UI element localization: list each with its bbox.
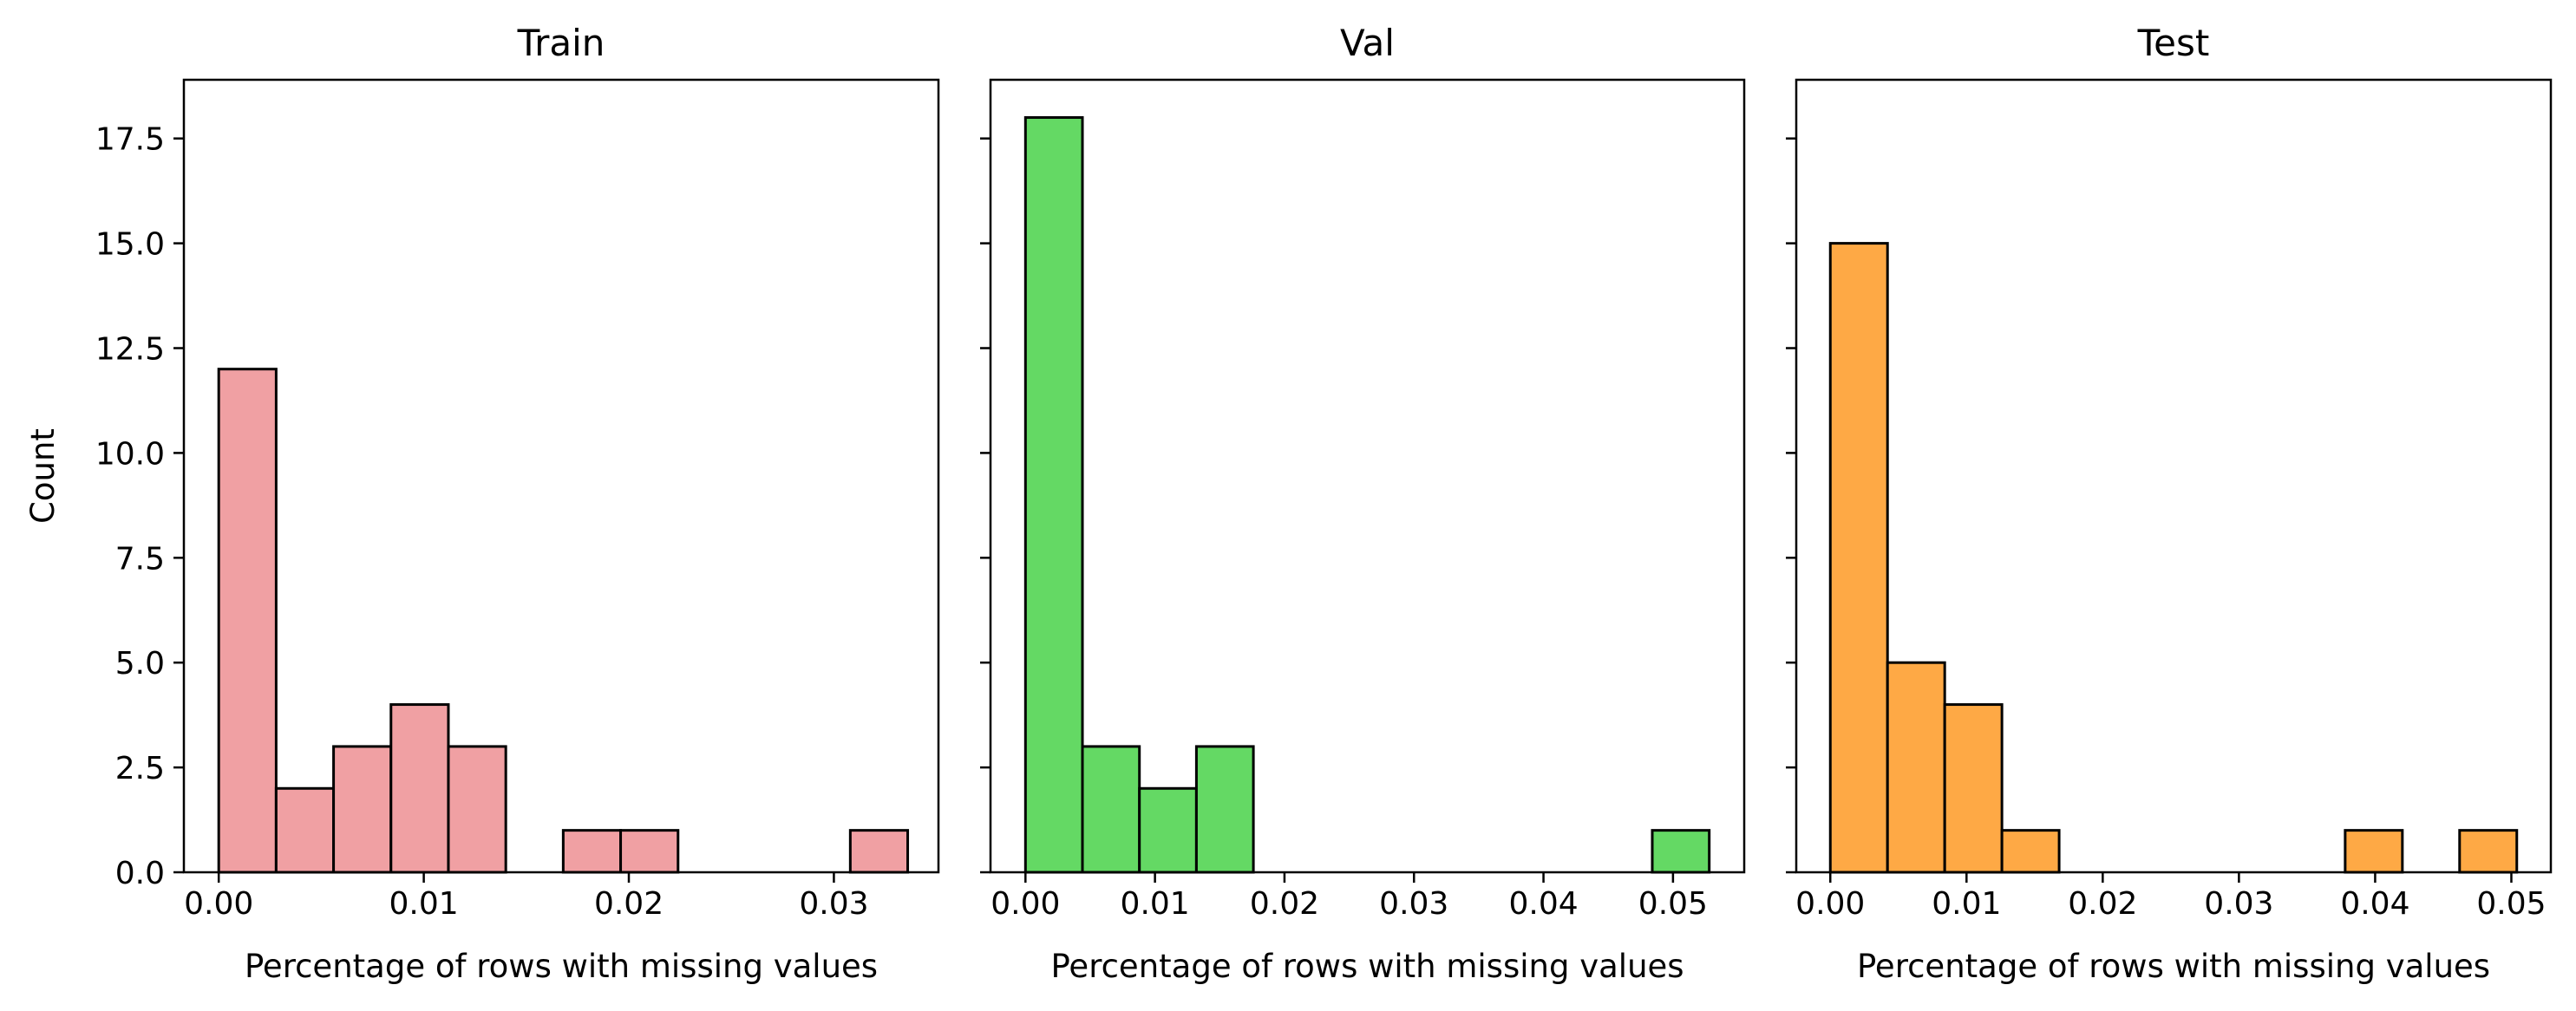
histogram-bar xyxy=(2000,829,2061,874)
x-tick-label: 0.02 xyxy=(594,886,664,922)
histogram-bar xyxy=(1886,661,1946,874)
axes-frame xyxy=(1795,78,2553,874)
x-tick-label: 0.01 xyxy=(1932,886,2001,922)
panel-title: Test xyxy=(2137,22,2210,64)
histogram-bar xyxy=(1943,703,2004,874)
histogram-bar xyxy=(1023,116,1084,874)
x-axis-label: Percentage of rows with missing values xyxy=(1857,948,2490,985)
histogram-bar xyxy=(561,829,623,874)
histogram-bar xyxy=(274,786,336,874)
histogram-bar xyxy=(389,703,450,874)
histogram-bar xyxy=(2458,829,2519,874)
panel-train: Train Percentage of rows with missing va… xyxy=(24,22,940,985)
histogram-bar xyxy=(1081,745,1141,874)
y-axis-label: Count xyxy=(24,428,62,524)
histogram-bar xyxy=(447,745,507,874)
histogram-bar xyxy=(217,368,278,874)
x-tick-label: 0.00 xyxy=(184,886,253,922)
axes-frame xyxy=(989,78,1746,874)
histogram-bar xyxy=(1138,786,1198,874)
x-axis-label: Percentage of rows with missing values xyxy=(1050,948,1684,985)
x-tick-label: 0.03 xyxy=(1379,886,1448,922)
y-tick-label: 0.0 xyxy=(115,856,165,891)
x-tick-label: 0.03 xyxy=(2204,886,2273,922)
x-tick-label: 0.02 xyxy=(2068,886,2137,922)
y-tick-label: 12.5 xyxy=(95,332,165,368)
x-tick-label: 0.01 xyxy=(1121,886,1190,922)
y-tick-label: 15.0 xyxy=(95,227,165,263)
histogram-bar xyxy=(1194,745,1255,874)
histogram-bar xyxy=(1828,242,1889,874)
y-tick-label: 7.5 xyxy=(115,541,165,577)
histogram-bar xyxy=(2344,829,2404,874)
histogram-bar xyxy=(332,745,393,874)
x-tick-label: 0.04 xyxy=(2340,886,2409,922)
x-tick-label: 0.05 xyxy=(1638,886,1708,922)
y-tick-label: 5.0 xyxy=(115,646,165,682)
x-tick-label: 0.04 xyxy=(1508,886,1578,922)
x-tick-label: 0.01 xyxy=(389,886,459,922)
panel-test: Test Percentage of rows with missing val… xyxy=(1786,22,2553,985)
y-tick-label: 2.5 xyxy=(115,751,165,786)
x-axis-label: Percentage of rows with missing values xyxy=(245,948,878,985)
y-tick-label: 17.5 xyxy=(95,122,165,158)
panel-title: Val xyxy=(1340,22,1395,64)
x-tick-label: 0.00 xyxy=(1795,886,1865,922)
y-tick-label: 10.0 xyxy=(95,436,165,472)
x-tick-label: 0.02 xyxy=(1250,886,1319,922)
histogram-bar xyxy=(619,829,680,874)
panel-title: Train xyxy=(517,22,605,64)
x-tick-label: 0.03 xyxy=(799,886,868,922)
x-tick-label: 0.05 xyxy=(2476,886,2546,922)
x-tick-label: 0.00 xyxy=(991,886,1060,922)
panel-val: Val Percentage of rows with missing valu… xyxy=(980,22,1746,985)
axes-frame xyxy=(182,78,940,874)
histogram-bar xyxy=(848,829,910,874)
histogram-bar xyxy=(1651,829,1711,874)
